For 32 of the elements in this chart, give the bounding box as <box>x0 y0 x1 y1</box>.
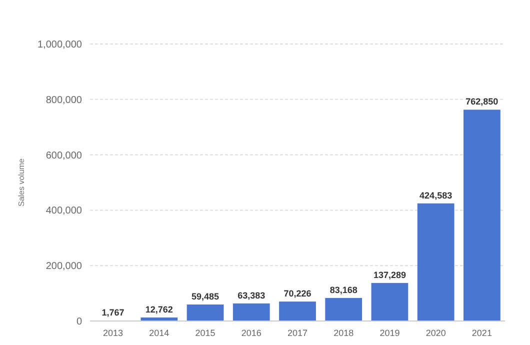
y-tick-label: 1,000,000 <box>38 40 82 50</box>
y-axis-title: Sales volume <box>17 158 26 207</box>
y-tick-label: 600,000 <box>46 150 82 162</box>
y-tick-label: 400,000 <box>46 206 82 217</box>
bar <box>279 302 316 321</box>
x-tick-label: 2021 <box>472 328 492 338</box>
data-label: 762,850 <box>466 96 498 107</box>
bar <box>464 110 500 321</box>
x-tick-label: 2014 <box>149 328 170 338</box>
data-label: 70,226 <box>284 288 312 299</box>
bar <box>417 203 454 321</box>
x-tick-label: 2019 <box>380 328 400 338</box>
data-label: 424,583 <box>420 190 452 200</box>
data-label: 63,383 <box>238 290 266 300</box>
x-tick-label: 2015 <box>195 328 216 338</box>
data-label: 1,767 <box>102 308 124 318</box>
data-label: 12,762 <box>145 304 173 314</box>
data-label: 137,289 <box>373 270 406 280</box>
x-tick-label: 2020 <box>426 328 446 338</box>
bar <box>371 282 408 321</box>
y-tick-label: 800,000 <box>46 94 82 106</box>
x-tick-label: 2018 <box>334 328 354 338</box>
x-tick-label: 2016 <box>241 328 262 338</box>
bar <box>186 304 224 321</box>
data-label: 59,485 <box>192 292 220 302</box>
y-tick-label: 200,000 <box>46 261 82 272</box>
x-tick-label: 2013 <box>103 328 124 338</box>
bar <box>232 303 270 321</box>
data-label: 83,168 <box>330 284 358 295</box>
x-tick-label: 2017 <box>287 328 308 338</box>
bar <box>325 298 362 321</box>
y-tick-label: 0 <box>76 316 82 328</box>
